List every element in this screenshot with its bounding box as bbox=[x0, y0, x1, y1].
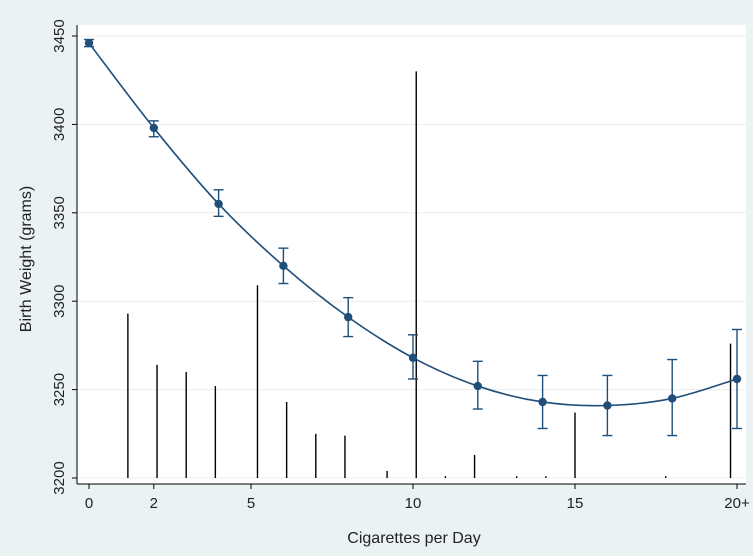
x-tick-label: 15 bbox=[567, 495, 584, 512]
y-tick-label: 3400 bbox=[51, 108, 68, 141]
y-tick-label: 3300 bbox=[51, 285, 68, 318]
data-point bbox=[84, 38, 94, 48]
x-tick-label: 20+ bbox=[724, 495, 750, 512]
y-tick-label: 3250 bbox=[51, 373, 68, 406]
x-tick-label: 10 bbox=[405, 495, 422, 512]
plot-area bbox=[77, 25, 746, 484]
y-tick-label: 3450 bbox=[51, 19, 68, 52]
y-axis-ticks: 3200 3250 3300 3350 3400 3450 bbox=[51, 19, 77, 495]
x-tick-label: 5 bbox=[247, 495, 255, 512]
histogram-bars bbox=[127, 71, 732, 478]
data-point bbox=[473, 381, 482, 391]
data-point bbox=[668, 394, 677, 403]
gridlines bbox=[77, 35, 746, 479]
data-point bbox=[279, 261, 288, 271]
data-points bbox=[84, 38, 742, 410]
x-axis-ticks: 0 2 5 10 15 20+ bbox=[85, 484, 750, 512]
y-tick-label: 3200 bbox=[51, 461, 68, 494]
data-point bbox=[149, 123, 158, 133]
x-tick-label: 0 bbox=[85, 495, 93, 512]
data-point bbox=[732, 374, 742, 384]
series-line bbox=[88, 42, 738, 407]
data-point bbox=[344, 312, 353, 322]
data-point bbox=[538, 397, 547, 407]
x-axis-title: Cigarettes per Day bbox=[347, 530, 480, 547]
data-point bbox=[408, 353, 418, 362]
x-tick-label: 2 bbox=[150, 495, 158, 512]
y-tick-label: 3350 bbox=[51, 196, 68, 229]
data-point bbox=[603, 401, 612, 410]
y-axis-title: Birth Weight (grams) bbox=[18, 186, 35, 332]
data-point bbox=[214, 199, 223, 209]
